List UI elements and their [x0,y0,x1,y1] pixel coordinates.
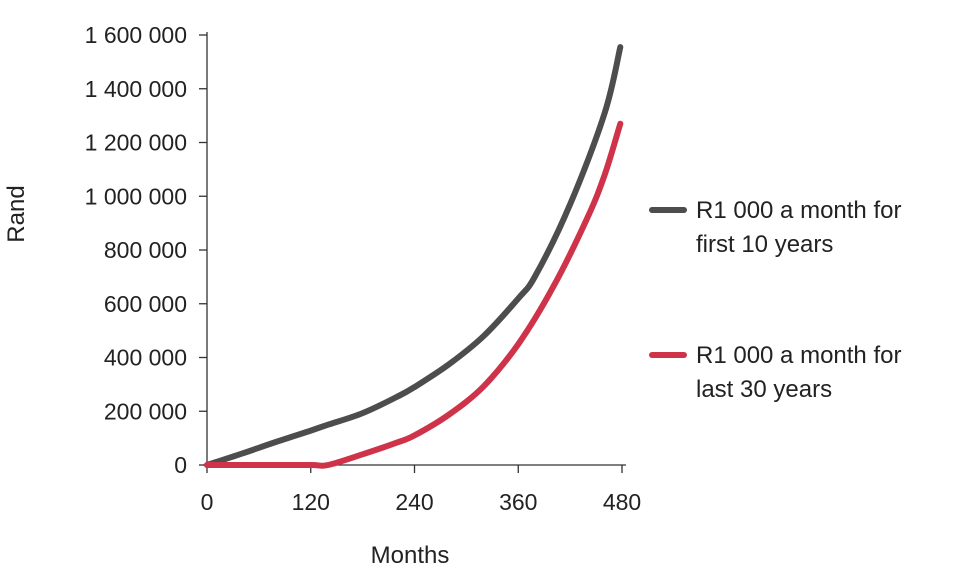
x-tick-label: 120 [292,489,330,515]
legend-label: R1 000 a month for [696,342,901,369]
y-tick-label: 400 000 [104,345,187,371]
legend-label: R1 000 a month for [696,197,901,224]
x-tick-label: 480 [603,489,641,515]
x-axis: 0 120 240 360 480 [201,464,641,515]
y-axis-ticks: 0 200 000 400 000 600 000 800 000 1 000 000 1 … [85,22,207,478]
y-axis: 0 200 000 400 000 600 000 800 000 1 000 000 1 … [85,22,208,478]
y-tick-label: 600 000 [104,291,187,317]
x-tick-label: 240 [395,489,433,515]
x-tick-label: 0 [201,489,214,515]
series-line-2 [204,120,624,469]
y-tick-label: 800 000 [104,237,187,263]
legend-label: first 10 years [696,231,833,258]
series-lines [204,44,624,469]
y-tick-label: 1 200 000 [85,130,187,156]
y-tick-label: 1 600 000 [85,22,187,48]
series-line-1 [204,44,624,468]
legend-label: last 30 years [696,376,832,403]
y-axis-title: Rand [3,185,30,242]
legend-item: R1 000 a month for last 30 years [649,342,901,403]
y-tick-label: 200 000 [104,398,187,424]
x-axis-ticks: 0 120 240 360 480 [201,465,641,515]
y-tick-label: 0 [174,452,187,478]
x-axis-title: Months [371,542,450,569]
x-tick-label: 360 [499,489,537,515]
legend-item: R1 000 a month for first 10 years [649,197,901,258]
y-tick-label: 1 400 000 [85,76,187,102]
y-tick-label: 1 000 000 [85,183,187,209]
